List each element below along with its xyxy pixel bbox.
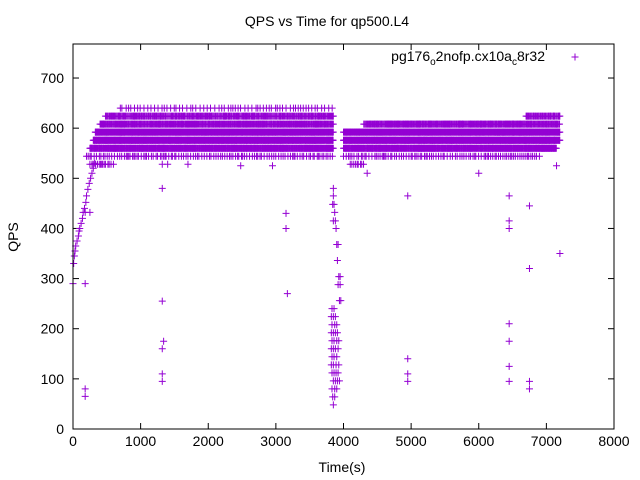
data-point: [553, 162, 561, 170]
data-point: [80, 204, 88, 212]
x-tick-label: 7000: [531, 433, 562, 449]
data-point: [83, 192, 91, 200]
data-point: [404, 370, 412, 378]
data-point: [86, 208, 94, 216]
data-point: [404, 377, 412, 385]
data-point: [333, 257, 341, 265]
x-tick-label: 1000: [125, 433, 156, 449]
data-point: [505, 377, 513, 385]
data-point: [160, 337, 168, 345]
data-point: [505, 224, 513, 232]
data-point: [334, 240, 342, 248]
y-tick-label: 300: [41, 271, 65, 287]
chart-title: QPS vs Time for qp500.L4: [245, 13, 409, 29]
data-point: [525, 385, 533, 393]
x-tick-label: 8000: [598, 433, 629, 449]
data-point: [85, 179, 93, 187]
legend-marker: [571, 53, 579, 61]
data-point: [237, 162, 245, 170]
data-point: [70, 260, 78, 268]
data-point: [535, 152, 543, 160]
data-point: [282, 224, 290, 232]
data-point: [525, 202, 533, 210]
axis-ticks: 0 1000 2000 3000 4000 5000 6000 7000 8000 0 100 200…: [41, 44, 630, 449]
data-point: [331, 208, 339, 216]
data-point: [158, 370, 166, 378]
data-point: [70, 252, 78, 260]
x-tick-label: 3000: [260, 433, 291, 449]
data-point: [505, 337, 513, 345]
y-tick-label: 400: [41, 220, 65, 236]
x-tick-label: 4000: [328, 433, 359, 449]
data-point: [332, 224, 340, 232]
data-point: [329, 128, 337, 136]
data-point: [505, 362, 513, 370]
data-point: [268, 162, 276, 170]
data-point: [81, 392, 89, 400]
y-axis-label: QPS: [5, 222, 21, 252]
data-point: [363, 169, 371, 177]
y-tick-label: 500: [41, 170, 65, 186]
y-tick-label: 600: [41, 120, 65, 136]
data-point: [556, 112, 564, 120]
data-point: [88, 169, 96, 177]
data-point: [329, 192, 337, 200]
data-point: [184, 160, 192, 168]
data-point: [282, 209, 290, 217]
data-point: [74, 232, 82, 240]
data-points: [69, 104, 564, 409]
data-point: [158, 345, 166, 353]
data-point: [283, 290, 291, 298]
data-point: [158, 297, 166, 305]
data-point: [404, 192, 412, 200]
data-point: [505, 192, 513, 200]
data-point: [505, 320, 513, 328]
data-point: [82, 198, 90, 206]
data-point: [77, 219, 85, 227]
data-point: [329, 120, 337, 128]
x-tick-label: 0: [69, 433, 77, 449]
data-point: [158, 377, 166, 385]
y-tick-label: 100: [41, 371, 65, 387]
data-point: [329, 112, 337, 120]
plot-frame: [72, 43, 615, 430]
data-point: [525, 265, 533, 273]
data-point: [158, 184, 166, 192]
x-tick-label: 2000: [193, 433, 224, 449]
legend-plus-icon: [571, 53, 579, 61]
data-point: [87, 174, 95, 182]
data-point: [164, 160, 172, 168]
legend: pg176o2nofp.cx10ac8r32: [391, 48, 579, 68]
data-point: [84, 185, 92, 193]
x-axis-label: Time(s): [319, 459, 366, 475]
y-tick-label: 200: [41, 321, 65, 337]
data-point: [330, 200, 338, 208]
data-point: [556, 250, 564, 258]
data-point: [81, 385, 89, 393]
data-point: [329, 184, 337, 192]
data-point: [337, 297, 345, 305]
data-point: [360, 160, 368, 168]
data-point: [556, 128, 564, 136]
x-tick-label: 5000: [396, 433, 427, 449]
y-tick-label: 700: [41, 70, 65, 86]
data-point: [505, 217, 513, 225]
data-point: [78, 214, 86, 222]
data-point: [328, 104, 336, 112]
data-point: [73, 237, 81, 245]
y-tick-label: 0: [56, 421, 64, 437]
data-point: [556, 120, 564, 128]
data-point: [336, 273, 344, 281]
data-point: [404, 355, 412, 363]
data-point: [81, 280, 89, 288]
x-tick-label: 6000: [463, 433, 494, 449]
legend-label: pg176o2nofp.cx10ac8r32: [391, 48, 545, 68]
data-point: [475, 169, 483, 177]
data-point: [329, 401, 337, 409]
data-point: [525, 377, 533, 385]
